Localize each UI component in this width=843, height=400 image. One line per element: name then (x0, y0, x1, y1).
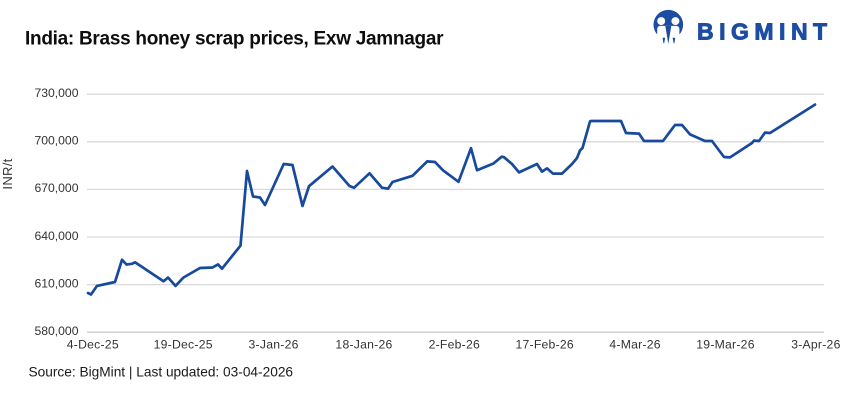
svg-text:19-Mar-26: 19-Mar-26 (696, 338, 754, 352)
svg-text:610,000: 610,000 (34, 276, 78, 290)
svg-text:670,000: 670,000 (34, 181, 78, 195)
svg-text:Source: BigMint | Last updated: Source: BigMint | Last updated: 03-04-20… (29, 365, 294, 380)
svg-text:17-Feb-26: 17-Feb-26 (515, 338, 573, 352)
svg-text:4-Dec-25: 4-Dec-25 (67, 338, 119, 352)
svg-text:700,000: 700,000 (34, 134, 78, 148)
svg-text:4-Mar-26: 4-Mar-26 (609, 338, 660, 352)
svg-text:3-Jan-26: 3-Jan-26 (249, 338, 299, 352)
svg-text:2-Feb-26: 2-Feb-26 (429, 338, 480, 352)
svg-text:580,000: 580,000 (34, 324, 78, 338)
svg-text:640,000: 640,000 (34, 229, 78, 243)
svg-text:INR/t: INR/t (0, 158, 15, 189)
svg-text:India: Brass honey scrap price: India: Brass honey scrap prices, Exw Jam… (25, 28, 444, 49)
svg-text:BIGMINT: BIGMINT (697, 19, 833, 45)
svg-text:3-Apr-26: 3-Apr-26 (791, 338, 840, 352)
svg-text:19-Dec-25: 19-Dec-25 (154, 338, 213, 352)
svg-text:18-Jan-26: 18-Jan-26 (335, 338, 392, 352)
svg-text:730,000: 730,000 (34, 86, 78, 100)
